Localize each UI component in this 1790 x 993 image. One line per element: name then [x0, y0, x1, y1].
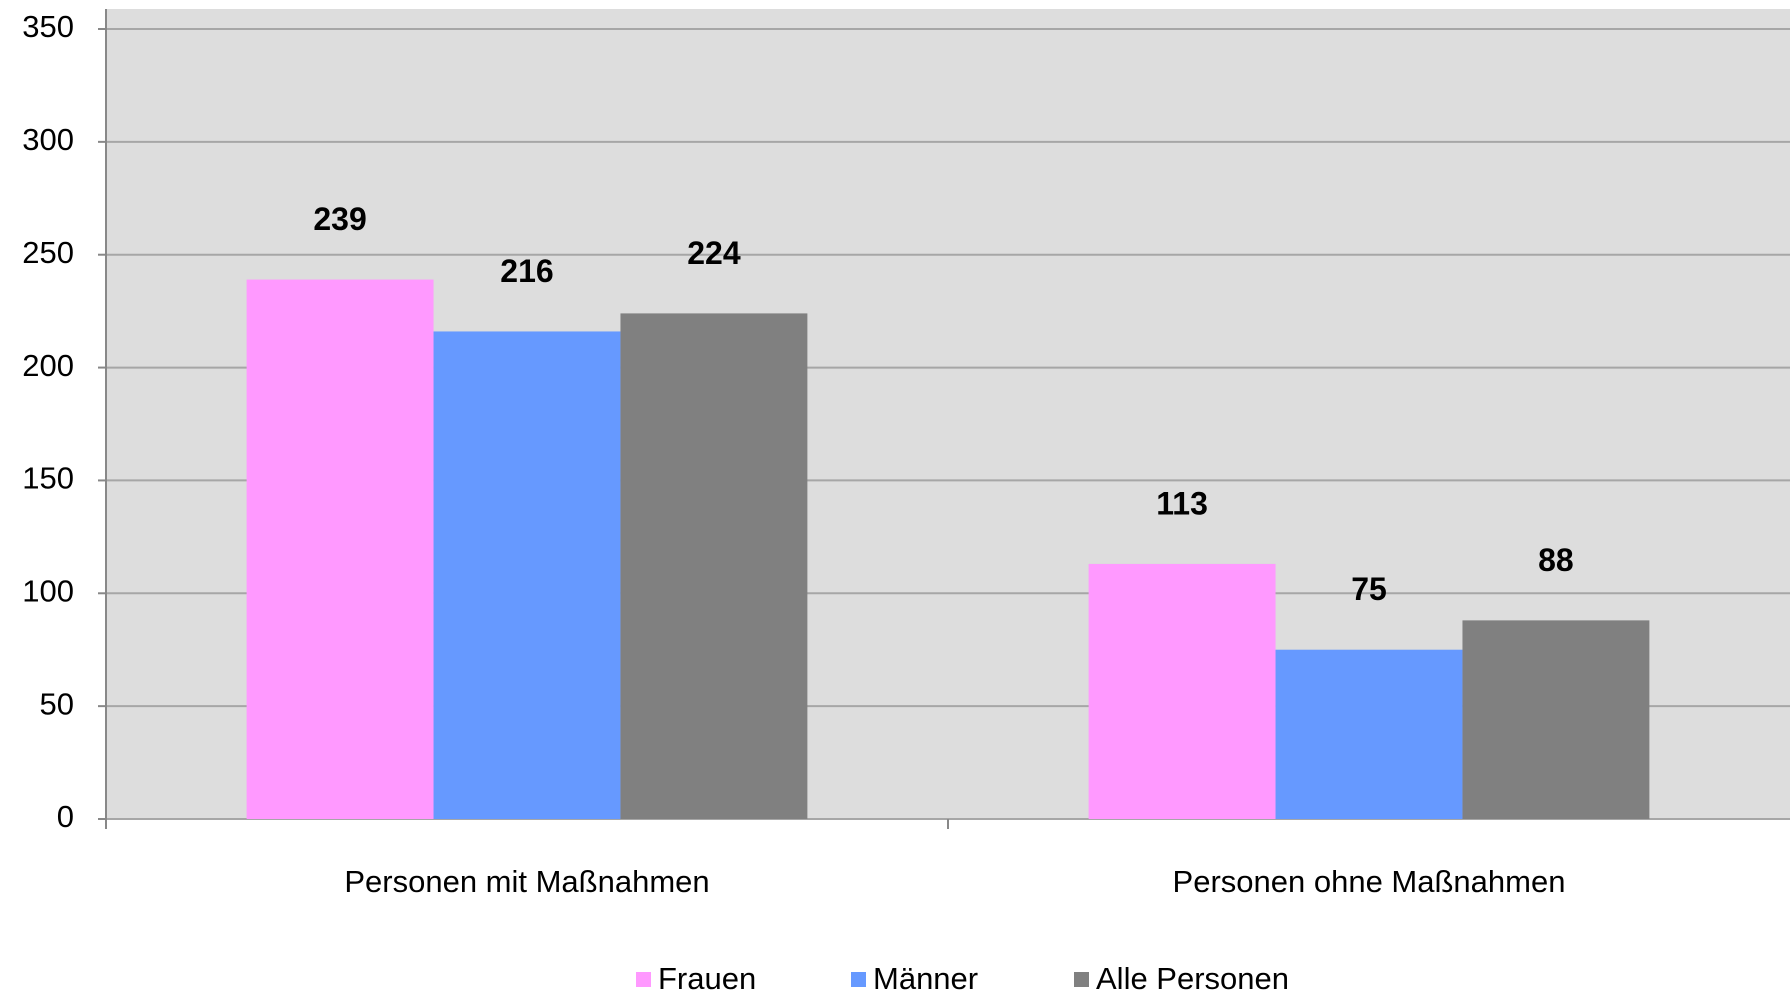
legend-label: Männer [873, 961, 978, 993]
value-label: 88 [1538, 542, 1574, 578]
y-tick-label: 350 [22, 9, 74, 44]
y-tick-label: 300 [22, 122, 74, 157]
y-tick-label: 0 [57, 799, 74, 834]
legend-label: Alle Personen [1096, 961, 1289, 993]
value-label: 216 [500, 253, 553, 289]
bar [1275, 649, 1463, 819]
value-label: 75 [1351, 571, 1387, 607]
value-label: 239 [313, 201, 366, 237]
bar [246, 279, 434, 819]
y-tick-label: 200 [22, 348, 74, 383]
y-tick-label: 150 [22, 461, 74, 496]
x-tick-label: Personen ohne Maßnahmen [1173, 864, 1566, 899]
legend-swatch [1074, 972, 1089, 987]
legend-swatch [636, 972, 651, 987]
bar [620, 313, 808, 819]
x-tick-label: Personen mit Maßnahmen [344, 864, 709, 899]
y-tick-label: 50 [40, 686, 74, 721]
value-label: 224 [687, 235, 741, 271]
bar [1462, 620, 1650, 819]
y-tick-label: 250 [22, 235, 74, 270]
legend-swatch [851, 972, 866, 987]
legend-label: Frauen [658, 961, 756, 993]
bar [1088, 563, 1276, 819]
bar [433, 331, 621, 819]
y-tick-label: 100 [22, 573, 74, 608]
value-label: 113 [1156, 485, 1208, 521]
